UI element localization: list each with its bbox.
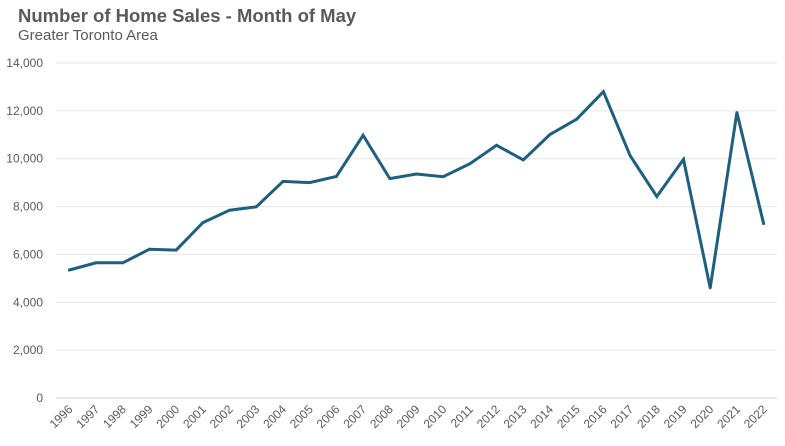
data-point [521, 158, 525, 162]
x-tick-label: 2002 [207, 402, 236, 431]
data-point [575, 117, 579, 121]
data-point [415, 172, 418, 176]
x-tick-label: 1997 [73, 402, 102, 431]
x-tick-label: 2004 [260, 402, 289, 431]
y-axis-labels: 0 2,000 4,000 6,000 8,000 10,000 12,000 14,000 [6, 56, 43, 405]
series-group [67, 89, 766, 290]
x-tick-label: 2012 [474, 402, 503, 431]
data-point [67, 268, 71, 272]
y-tick-label: 6,000 [13, 247, 43, 261]
x-tick-label: 2006 [314, 402, 343, 431]
x-tick-label: 1996 [47, 402, 76, 431]
y-tick-label: 8,000 [13, 200, 43, 214]
data-point [94, 261, 98, 265]
y-tick-label: 0 [36, 391, 43, 405]
y-tick-label: 4,000 [13, 295, 43, 309]
x-tick-label: 2005 [287, 402, 316, 431]
x-tick-label: 2015 [554, 402, 583, 431]
data-point [548, 133, 552, 136]
x-tick-label: 2003 [234, 402, 263, 431]
x-tick-label: 1998 [100, 402, 129, 431]
data-point [361, 133, 365, 137]
data-point [602, 90, 605, 94]
x-tick-label: 2001 [180, 402, 209, 431]
y-tick-label: 12,000 [6, 104, 43, 118]
x-tick-label: 2022 [741, 402, 770, 431]
data-point [441, 175, 445, 179]
x-tick-label: 2018 [634, 402, 663, 431]
x-tick-label: 2008 [367, 402, 396, 431]
data-point [121, 261, 125, 265]
data-point [174, 248, 178, 252]
x-tick-label: 2021 [714, 402, 743, 431]
data-point [708, 286, 712, 290]
data-point [201, 221, 205, 225]
x-tick-label: 2019 [661, 402, 690, 431]
x-tick-label: 2007 [340, 402, 369, 431]
data-point [254, 205, 258, 209]
x-tick-label: 2017 [607, 402, 636, 431]
chart-subtitle: Greater Toronto Area [18, 27, 158, 44]
x-tick-label: 2009 [394, 402, 423, 431]
x-axis-labels: 1996199719981999200020012002200320042005… [47, 402, 770, 431]
data-point [495, 143, 499, 147]
x-tick-label: 2011 [448, 402, 476, 430]
x-tick-label: 2000 [154, 402, 183, 431]
chart-title: Number of Home Sales - Month of May [18, 5, 357, 26]
data-point [388, 177, 392, 180]
data-point [308, 181, 312, 185]
data-point [148, 247, 151, 251]
gridlines [56, 62, 777, 399]
x-tick-label: 2016 [581, 402, 610, 431]
data-point [762, 222, 766, 225]
x-tick-label: 2010 [421, 402, 450, 431]
x-tick-label: 2020 [688, 402, 717, 431]
data-point [281, 180, 285, 183]
data-point [682, 158, 685, 161]
data-point [228, 208, 231, 212]
y-tick-label: 2,000 [13, 343, 43, 357]
y-tick-label: 10,000 [6, 152, 43, 166]
y-tick-label: 14,000 [6, 56, 43, 70]
series-line [67, 89, 766, 289]
x-tick-label: 2013 [501, 402, 530, 431]
data-point [468, 162, 472, 166]
data-point [628, 154, 632, 158]
x-tick-label: 2014 [527, 402, 556, 431]
x-tick-label: 1999 [127, 402, 156, 431]
data-point [334, 175, 338, 178]
data-point [655, 195, 659, 198]
data-point [735, 111, 739, 114]
